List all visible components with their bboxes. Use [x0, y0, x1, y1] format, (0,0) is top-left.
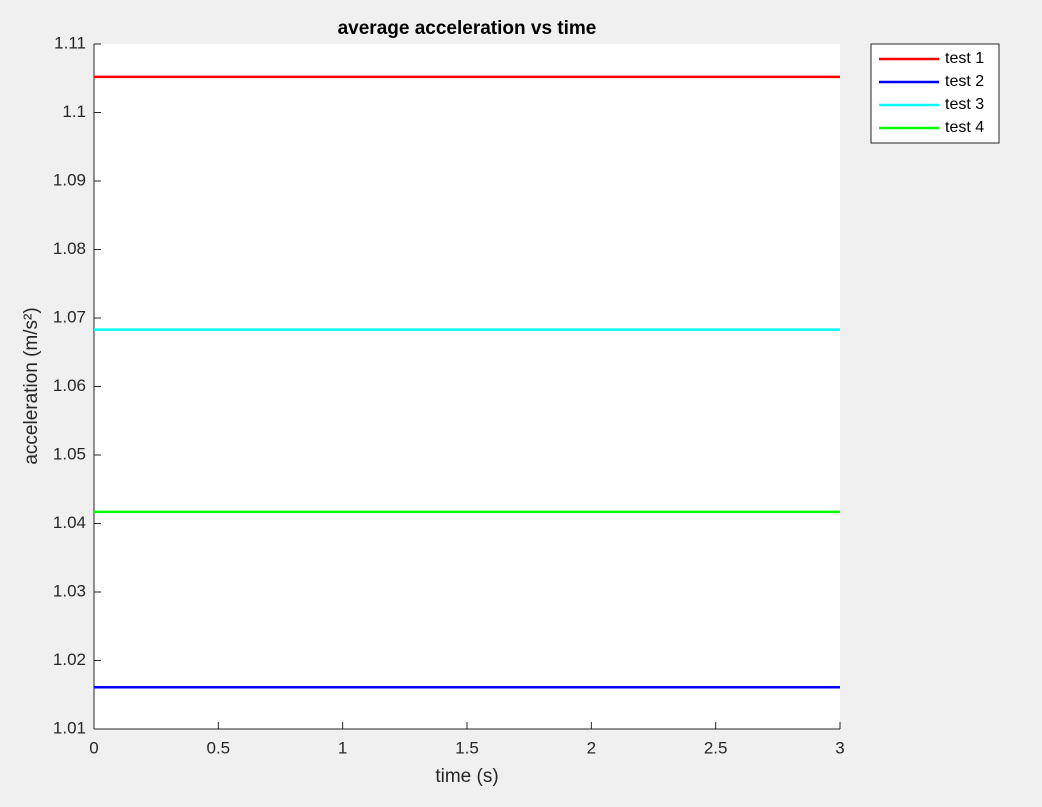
y-tick-label: 1.09: [53, 170, 86, 189]
x-tick-label: 1.5: [455, 738, 479, 757]
y-tick-label: 1.01: [53, 718, 86, 737]
y-tick-label: 1.11: [54, 33, 86, 52]
y-tick-label: 1.1: [62, 102, 86, 121]
y-tick-label: 1.07: [53, 307, 86, 326]
x-tick-label: 2.5: [704, 738, 728, 757]
y-tick-label: 1.03: [53, 581, 86, 600]
legend-box: [870, 43, 1000, 144]
legend-label: test 3: [945, 96, 984, 113]
y-tick-label: 1.06: [53, 376, 86, 395]
y-tick-label: 1.08: [53, 239, 86, 258]
x-tick-label: 0: [89, 738, 98, 757]
y-tick-label: 1.02: [53, 650, 86, 669]
legend-label: test 1: [945, 50, 984, 67]
y-tick-label: 1.05: [53, 444, 86, 463]
chart-title: average acceleration vs time: [338, 18, 597, 39]
y-axis-label: acceleration (m/s²): [21, 307, 42, 464]
x-tick-label: 2: [587, 738, 596, 757]
plot-area: [94, 44, 840, 729]
x-tick-label: 0.5: [207, 738, 231, 757]
legend-label: test 2: [945, 73, 984, 90]
x-axis-label: time (s): [435, 766, 498, 787]
x-tick-label: 3: [835, 738, 844, 757]
y-tick-label: 1.04: [53, 513, 86, 532]
x-tick-label: 1: [338, 738, 347, 757]
legend-label: test 4: [945, 119, 984, 136]
